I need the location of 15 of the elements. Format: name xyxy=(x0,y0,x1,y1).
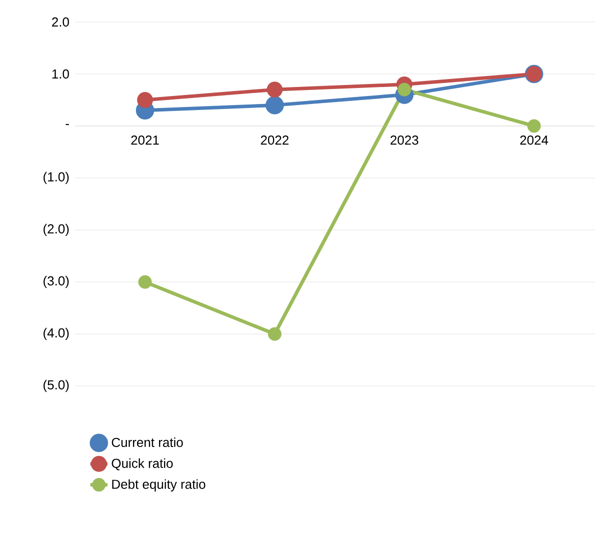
y-tick-label: 1.0 xyxy=(52,69,69,79)
y-tick-label: (2.0) xyxy=(44,224,69,236)
legend-label: Debt equity ratio xyxy=(112,479,206,492)
x-tick-label: 2023 xyxy=(390,136,418,145)
x-tick-label: 2021 xyxy=(131,136,159,145)
x-tick-label: 2022 xyxy=(260,136,288,145)
legend-label: Quick ratio xyxy=(112,458,173,470)
y-tick-label: - xyxy=(66,124,69,126)
legend-label: Current ratio xyxy=(112,437,183,448)
y-tick-label: (1.0) xyxy=(44,172,69,184)
x-tick-label: 2024 xyxy=(520,136,548,145)
y-tick-label: (4.0) xyxy=(44,328,69,340)
y-tick-label: (5.0) xyxy=(44,380,69,392)
y-tick-label: (3.0) xyxy=(44,276,69,288)
y-tick-label: 2.0 xyxy=(52,17,69,27)
